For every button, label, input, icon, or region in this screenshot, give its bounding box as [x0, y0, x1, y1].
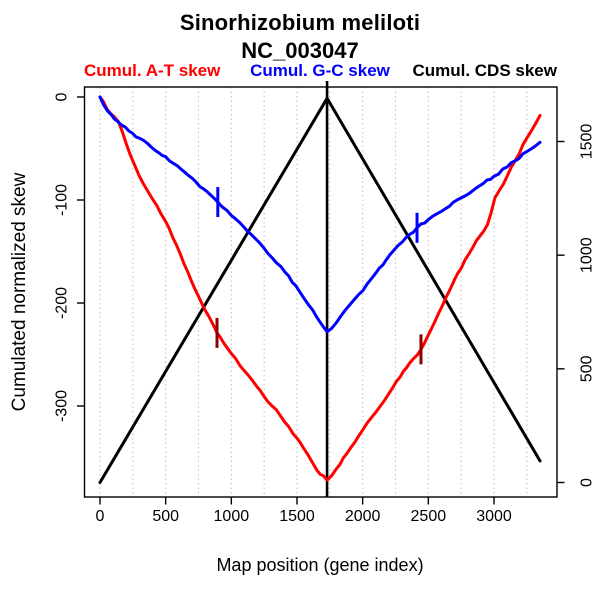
y-left-tick-label: 0 — [54, 92, 71, 101]
x-tick-label: 1500 — [279, 508, 315, 525]
gc-skew-line — [98, 95, 542, 334]
at-skew-line — [98, 95, 542, 482]
x-axis-label: Map position (gene index) — [216, 555, 424, 575]
x-tick-label: 3000 — [476, 508, 512, 525]
x-tick-label: 2500 — [411, 508, 447, 525]
y-right-tick-label: 1000 — [579, 237, 596, 273]
chart-subtitle: NC_003047 — [241, 38, 359, 63]
cds-skew-line — [98, 96, 542, 484]
x-tick-label: 500 — [152, 508, 179, 525]
y-right-tick-label: 500 — [579, 355, 596, 382]
x-tick-label: 1000 — [214, 508, 250, 525]
plot-box — [83, 86, 558, 498]
chart-title: Sinorhizobium meliloti — [179, 10, 421, 35]
legend-at-skew: Cumul. A-T skew — [84, 61, 221, 80]
y-axis-label: Cumulated normalized skew — [9, 172, 30, 412]
x-tick-label: 2000 — [345, 508, 381, 525]
y-right-tick-label: 0 — [579, 478, 596, 487]
y-right-tick-label: 1500 — [579, 124, 596, 160]
legend-cds-skew: Cumul. CDS skew — [412, 61, 557, 80]
y-left-tick-label: -300 — [54, 390, 71, 422]
legend-gc-skew: Cumul. G-C skew — [250, 61, 390, 80]
x-tick-label: 0 — [96, 508, 105, 525]
y-left-tick-label: -200 — [54, 287, 71, 319]
y-left-tick-label: -100 — [54, 184, 71, 216]
